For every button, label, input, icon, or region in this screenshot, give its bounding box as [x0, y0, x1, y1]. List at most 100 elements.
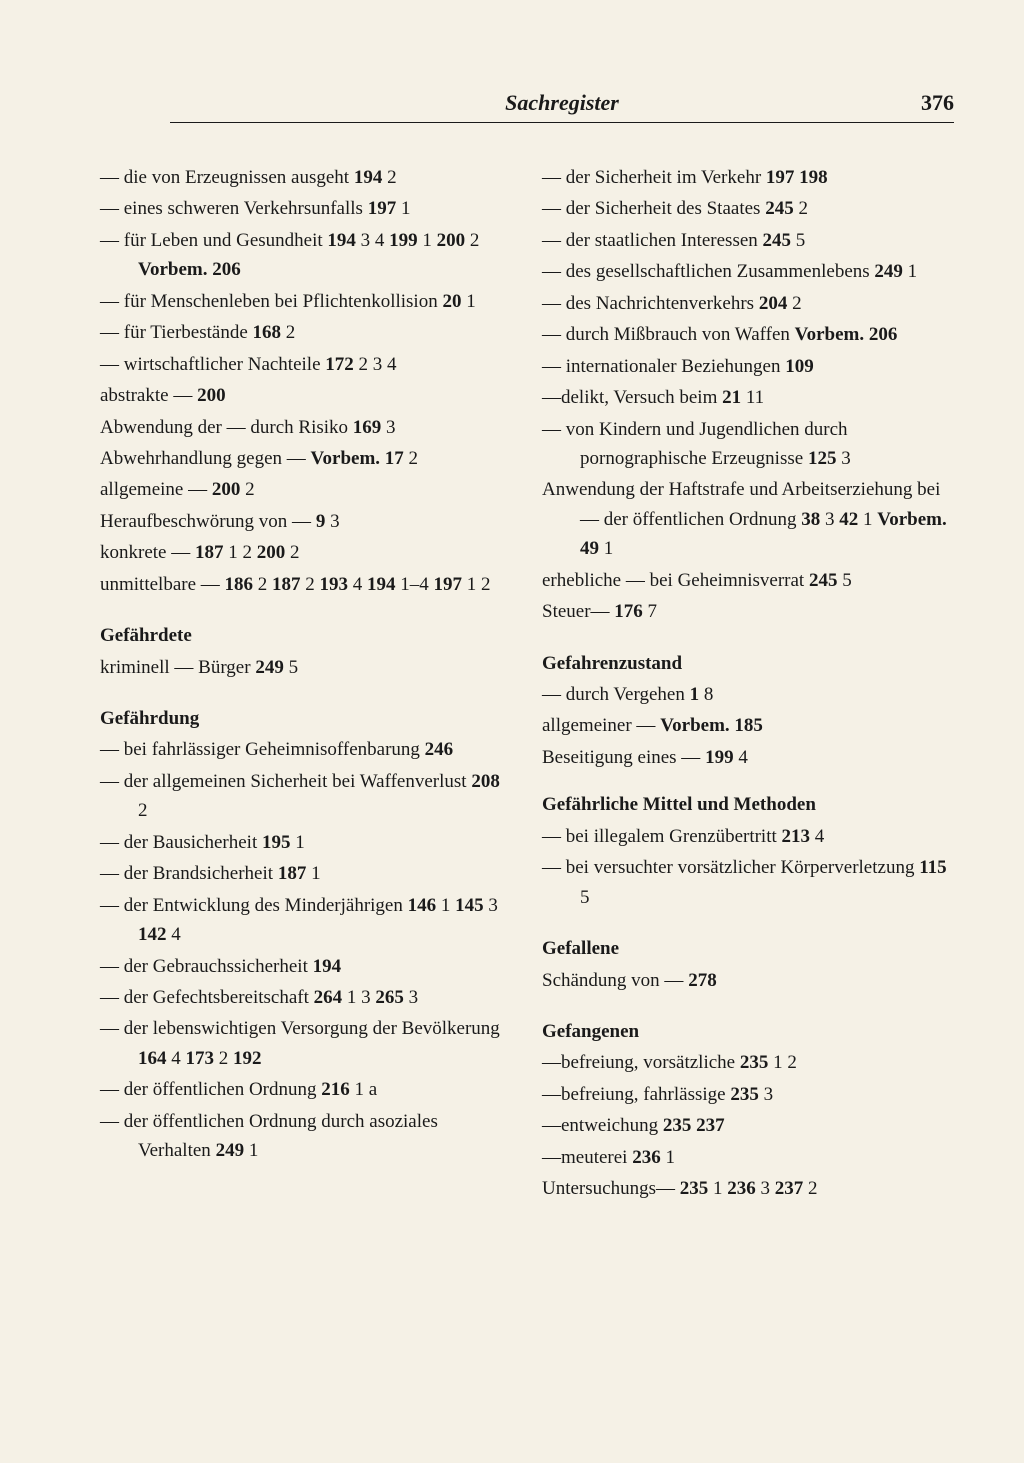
reference-bold: 200: [212, 479, 241, 500]
entry-text: Abwehrhandlung gegen —: [100, 448, 311, 469]
entry-text: — der Bausicherheit: [100, 832, 262, 853]
reference-bold: 245: [809, 570, 838, 591]
entry-text: konkrete —: [100, 542, 195, 563]
reference-bold: 194: [354, 167, 383, 188]
index-entry: — der lebenswichtigen Versorgung der Bev…: [100, 1014, 512, 1073]
entry-text: — bei illegalem Grenzübertritt: [542, 826, 782, 847]
index-entry: Beseitigung eines — 199 4: [542, 743, 954, 772]
index-entry: — der staatlichen Interessen 245 5: [542, 226, 954, 255]
reference-bold: 236: [632, 1147, 661, 1168]
index-entry: Heraufbeschwörung von — 9 3: [100, 507, 512, 536]
entry-text: allgemeine —: [100, 479, 212, 500]
entry-text: 5: [580, 887, 590, 908]
reference-bold: 199: [705, 747, 734, 768]
index-entry: — der Sicherheit im Verkehr 197 198: [542, 163, 954, 192]
index-entry: —befreiung, fahrlässige 235 3: [542, 1080, 954, 1109]
index-entry: allgemeine — 200 2: [100, 475, 512, 504]
content-columns: — die von Erzeugnissen ausgeht 194 2 — ei…: [100, 163, 954, 1206]
index-entry: —entweichung 235 237: [542, 1111, 954, 1140]
entry-text: 2 3 4: [354, 354, 397, 375]
entry-text: — für Tierbestände: [100, 322, 253, 343]
right-column: — der Sicherheit im Verkehr 197 198— der…: [542, 163, 954, 1206]
reference-bold: 164: [138, 1048, 167, 1069]
entry-text: 1–4: [396, 574, 434, 595]
entry-text: allgemeiner —: [542, 715, 660, 736]
entry-text: 1 2: [223, 542, 256, 563]
index-entry: — des Nachrichtenverkehrs 204 2: [542, 289, 954, 318]
entry-text: — der Brandsicherheit: [100, 863, 278, 884]
entry-text: 2: [803, 1178, 817, 1199]
index-entry: Schändung von — 278: [542, 966, 954, 995]
entry-text: 3: [836, 448, 850, 469]
reference-bold: 237: [696, 1115, 725, 1136]
entry-text: —befreiung, fahrlässige: [542, 1084, 730, 1105]
reference-bold: 197: [368, 198, 397, 219]
index-entry: — der Entwicklung des Minderjährigen 146…: [100, 891, 512, 950]
index-entry: — für Leben und Gesundheit 194 3 4 199 1…: [100, 226, 512, 285]
entry-text: 5: [791, 230, 805, 251]
entry-text: — eines schweren Verkehrsunfalls: [100, 198, 368, 219]
entry-text: — wirtschaftlicher Nachteile: [100, 354, 325, 375]
index-entry: Abwehrhandlung gegen — Vorbem. 17 2: [100, 444, 512, 473]
reference-bold: 195: [262, 832, 291, 853]
index-entry: konkrete — 187 1 2 200 2: [100, 538, 512, 567]
entry-text: 5: [284, 657, 298, 678]
reference-bold: 187: [278, 863, 307, 884]
entry-text: 3 4: [356, 230, 389, 251]
reference-bold: 109: [785, 356, 814, 377]
entry-text: 3: [759, 1084, 773, 1105]
entry-text: — der Entwicklung des Minderjährigen: [100, 895, 408, 916]
reference-bold: 235: [680, 1178, 709, 1199]
reference-bold: 197: [434, 574, 463, 595]
entry-text: 1: [290, 832, 304, 853]
entry-text: 3: [381, 417, 395, 438]
reference-bold: 115: [919, 857, 946, 878]
entry-text: — der staatlichen Interessen: [542, 230, 763, 251]
index-entry: — der öffentlichen Ordnung 216 1 a: [100, 1075, 512, 1104]
reference-bold: Vorbem. 17: [311, 448, 404, 469]
entry-text: —meuterei: [542, 1147, 632, 1168]
entry-text: 2: [281, 322, 295, 343]
index-entry: — für Tierbestände 168 2: [100, 318, 512, 347]
entry-text: 4: [167, 924, 181, 945]
index-entry: — der allgemeinen Sicherheit bei Waffenv…: [100, 767, 512, 826]
reference-bold: 193: [320, 574, 349, 595]
index-entry: — der Sicherheit des Staates 245 2: [542, 194, 954, 223]
reference-bold: 278: [688, 970, 717, 991]
entry-text: 2: [787, 293, 801, 314]
entry-text: — der Sicherheit im Verkehr: [542, 167, 766, 188]
entry-text: 2: [465, 230, 479, 251]
index-entry: abstrakte — 200: [100, 381, 512, 410]
entry-text: abstrakte —: [100, 385, 197, 406]
index-entry: — bei illegalem Grenzübertritt 213 4: [542, 822, 954, 851]
section-heading: Gefallene: [542, 934, 954, 963]
entry-text: — des gesellschaftlichen Zusammenlebens: [542, 261, 874, 282]
index-entry: — für Menschenleben bei Pflichtenkollisi…: [100, 287, 512, 316]
reference-bold: 200: [197, 385, 226, 406]
index-entry: — bei versuchter vorsätzlicher Körperver…: [542, 853, 954, 912]
index-entry: erhebliche — bei Geheimnisverrat 245 5: [542, 566, 954, 595]
entry-text: — der Gebrauchssicherheit: [100, 956, 313, 977]
reference-bold: 235: [663, 1115, 692, 1136]
reference-bold: 21: [722, 387, 741, 408]
entry-text: 5: [837, 570, 851, 591]
entry-text: Schändung von —: [542, 970, 688, 991]
reference-bold: Vorbem. 185: [660, 715, 763, 736]
index-entry: — von Kindern und Jugendlichen durch por…: [542, 415, 954, 474]
entry-text: 2: [253, 574, 272, 595]
index-entry: —meuterei 236 1: [542, 1143, 954, 1172]
reference-bold: 187: [195, 542, 224, 563]
index-entry: — internationaler Beziehungen 109: [542, 352, 954, 381]
index-entry: —delikt, Versuch beim 21 11: [542, 383, 954, 412]
entry-text: — die von Erzeugnissen ausgeht: [100, 167, 354, 188]
index-entry: kriminell — Bürger 249 5: [100, 653, 512, 682]
reference-bold: 235: [740, 1052, 769, 1073]
reference-bold: 237: [775, 1178, 804, 1199]
entry-text: 2: [138, 800, 148, 821]
entry-text: — bei fahrlässiger Geheimnisoffenbarung: [100, 739, 425, 760]
entry-text: Beseitigung eines —: [542, 747, 705, 768]
reference-bold: 246: [425, 739, 454, 760]
section-heading: Gefährliche Mittel und Methoden: [542, 790, 954, 819]
entry-text: —entweichung: [542, 1115, 663, 1136]
entry-text: — der lebenswichtigen Versorgung der Bev…: [100, 1018, 500, 1039]
